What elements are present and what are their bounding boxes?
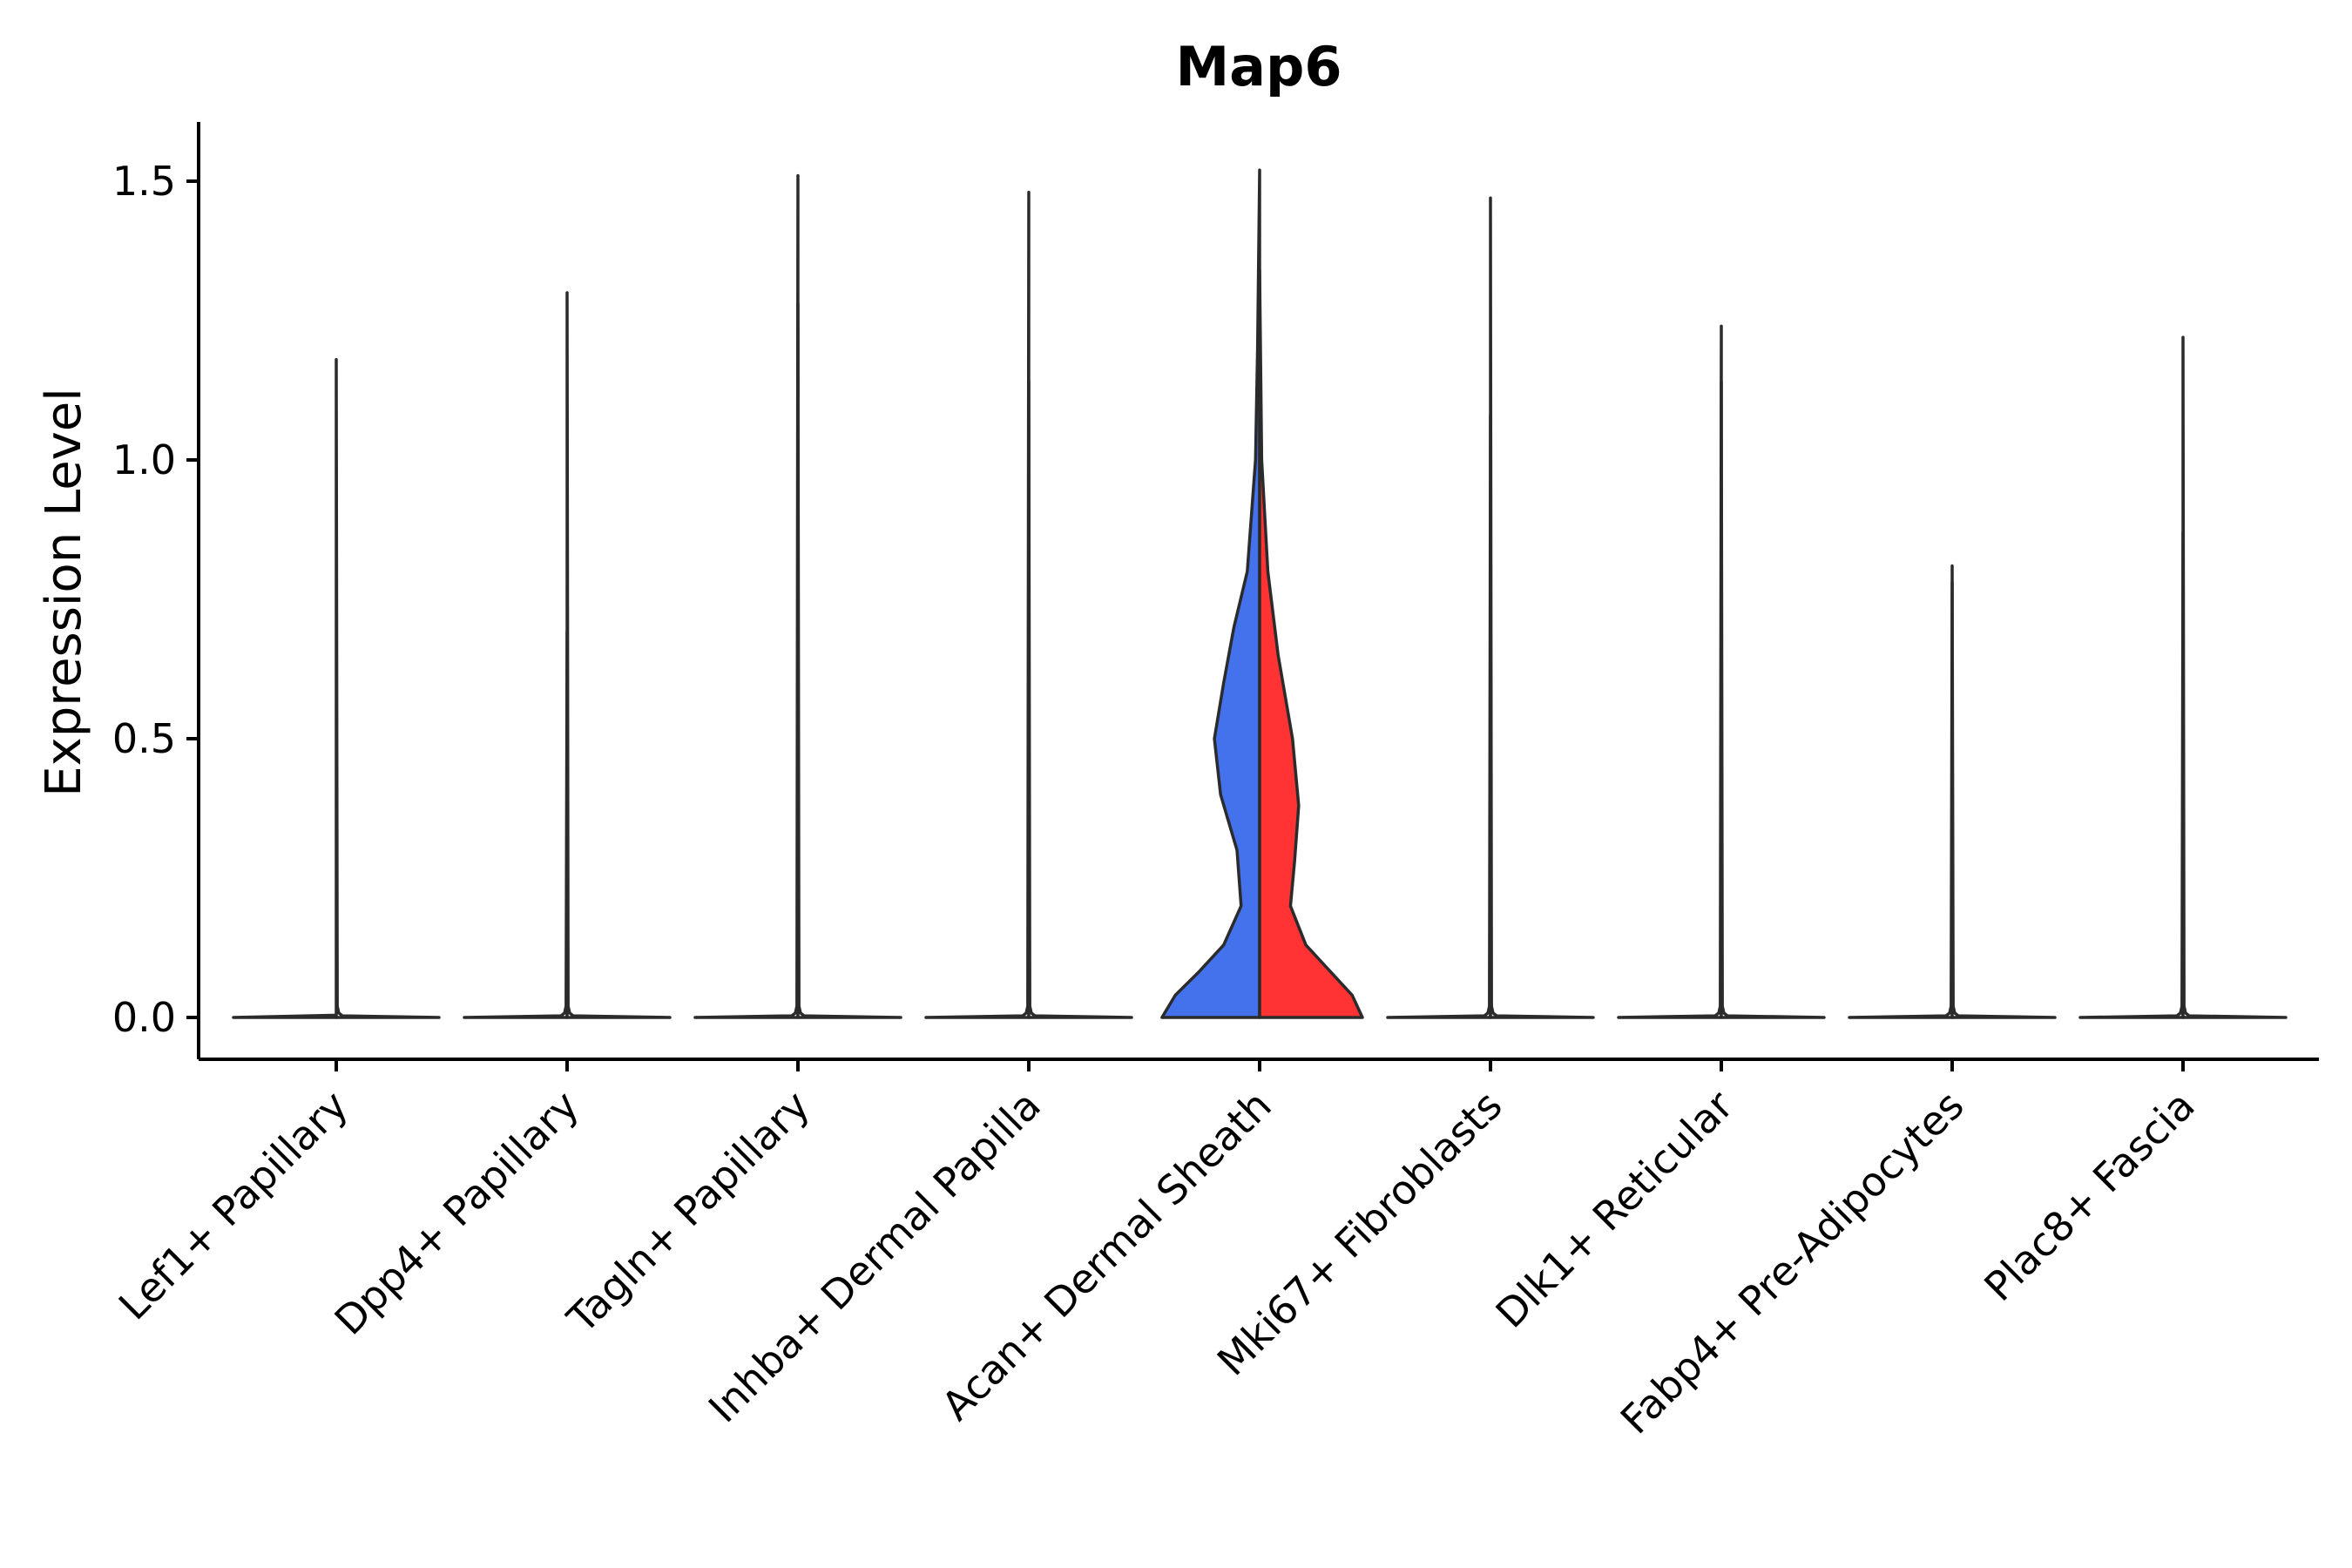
violin-right-6 — [1720, 380, 1826, 1019]
y-ticks-group: 0.0 0.5 1.0 1.5 — [112, 158, 199, 1041]
violin-right-5 — [1489, 196, 1595, 1019]
violin-right-3 — [1027, 380, 1133, 1019]
violin-right-7 — [1950, 564, 2057, 1019]
violins-group — [232, 168, 2288, 1019]
x-tick-label: Dpp4+ Papillary — [326, 1082, 588, 1344]
violin-left-4 — [1160, 168, 1261, 1019]
violin-left-5 — [1386, 414, 1492, 1019]
violin-left-3 — [924, 191, 1031, 1019]
y-tick-label: 1.0 — [112, 436, 176, 483]
violin-left-6 — [1617, 324, 1723, 1019]
violin-left-7 — [1848, 581, 1954, 1019]
x-tick-label: Tagln+ Papillary — [558, 1082, 819, 1343]
violin-right-8 — [2181, 335, 2288, 1019]
violin-left-2 — [693, 173, 800, 1019]
x-tick-label: Dlk1+ Reticular — [1487, 1082, 1742, 1337]
violin-right-1 — [565, 291, 672, 1019]
violin-right-2 — [796, 302, 902, 1019]
y-axis-label: Expression Level — [36, 388, 92, 797]
y-tick-label: 0.5 — [112, 715, 176, 762]
violin-left-0 — [232, 1013, 338, 1019]
y-tick-label: 1.5 — [112, 158, 176, 205]
violin-left-1 — [463, 631, 569, 1019]
y-tick-label: 0.0 — [112, 994, 176, 1041]
violin-right-4 — [1258, 268, 1364, 1019]
violin-right-0 — [335, 358, 441, 1019]
x-tick-label: Plac8+ Fascia — [1975, 1082, 2203, 1310]
chart-title: Map6 — [1175, 35, 1342, 98]
x-tick-label: Lef1+ Papillary — [110, 1082, 357, 1329]
violin-left-8 — [2078, 531, 2185, 1019]
